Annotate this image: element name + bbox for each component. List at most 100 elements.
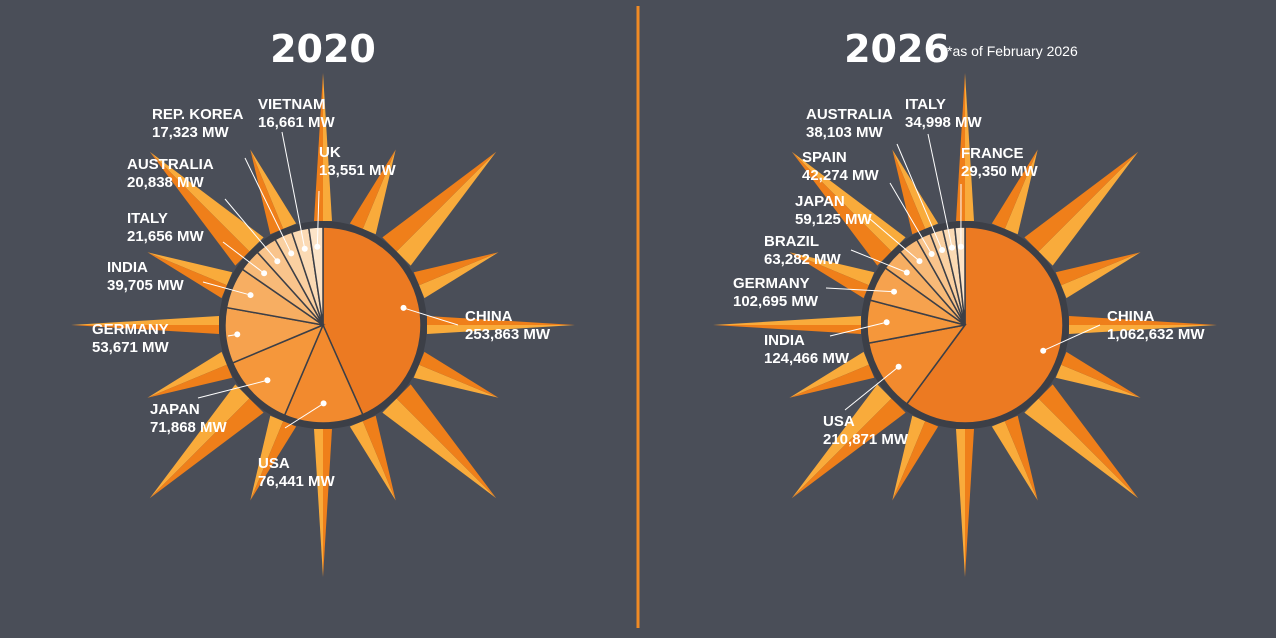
slice-label-name-brazil: BRAZIL (764, 233, 819, 250)
slice-label-value-italy: 21,656 MW (127, 228, 205, 245)
leader-line-usa (284, 402, 324, 429)
sun-ray-shade (892, 149, 926, 235)
slice-label-value-italy: 34,998 MW (905, 114, 983, 131)
slice-label-value-france: 29,350 MW (961, 163, 1039, 180)
sun-ray-shade (427, 316, 575, 325)
leader-line-india (202, 281, 251, 296)
sun-ray-shade (382, 151, 497, 252)
sun-ray-shade (1055, 252, 1141, 286)
sun-ray (382, 398, 497, 499)
sun-ray (789, 351, 869, 398)
leader-dot-india (883, 319, 890, 326)
slice-label-value-china: 253,863 MW (465, 326, 551, 343)
sun-ray (419, 252, 499, 299)
leader-dot-france (957, 243, 964, 250)
leader-dot-brazil (903, 269, 910, 276)
leader-dot-china (1040, 347, 1047, 354)
sun-ray-shade (791, 398, 906, 499)
slice-label-value-australia: 38,103 MW (806, 124, 884, 141)
leader-dot-japan (916, 258, 923, 265)
sun-ray (789, 252, 875, 286)
pie-slices (224, 226, 422, 424)
leader-dot-germany (234, 331, 241, 338)
leader-line-spain (889, 182, 933, 255)
slice-label-name-italy: ITALY (127, 210, 168, 227)
pie-slices (866, 226, 1064, 424)
sun-ray-shade (956, 73, 965, 221)
pie-slice-france (953, 226, 966, 326)
chart-note-2026: *as of February 2026 (947, 43, 1078, 59)
sun-ray (1038, 151, 1139, 266)
sun-ray (413, 364, 499, 398)
sun-ray-shade (991, 149, 1038, 229)
leader-dot-usa (320, 400, 327, 407)
slice-label-value-uk: 13,551 MW (319, 162, 397, 179)
pie-slice-usa (283, 323, 364, 424)
chart-title-2026: 2026 (844, 27, 950, 71)
slice-label-name-vietnam: VIETNAM (258, 96, 326, 113)
sun-ray-shade (323, 429, 332, 577)
sun-ray-shade (1061, 351, 1141, 398)
slice-label-name-china: CHINA (465, 308, 513, 325)
slice-label-name-usa: USA (258, 455, 290, 472)
sun-ray-shade (396, 384, 497, 499)
leader-line-china (403, 307, 459, 326)
sun-ray (965, 73, 974, 221)
pie-slice-uk (307, 226, 324, 326)
sun-ray-shade (71, 325, 219, 334)
leader-line-australia (896, 143, 943, 251)
slice-label-value-usa: 210,871 MW (823, 431, 909, 448)
slice-label-value-india: 124,466 MW (764, 350, 850, 367)
sun-rays (713, 73, 1217, 577)
sun-ray (1024, 398, 1139, 499)
leader-dot-italy (949, 244, 956, 251)
sun-ray (892, 149, 939, 229)
slice-label-value-india: 39,705 MW (107, 277, 185, 294)
sun-ray-shade (349, 149, 396, 229)
sun-ray (362, 149, 396, 235)
sun-ray (314, 429, 323, 577)
leader-line-australia (224, 198, 278, 262)
leader-dot-japan (264, 377, 271, 384)
slice-label-name-india: INDIA (107, 259, 148, 276)
leader-line-brazil (850, 249, 907, 273)
sun-ray (349, 421, 396, 501)
sun-ray (323, 73, 332, 221)
slice-label-value-brazil: 63,282 MW (764, 251, 842, 268)
sun-ray-shade (314, 73, 323, 221)
sun-ray-shade (149, 151, 250, 266)
leader-line-india (829, 321, 887, 337)
sun-ray (1069, 325, 1217, 334)
leader-dot-vietnam (301, 245, 308, 252)
sun-ray-shade (965, 429, 974, 577)
sun-ray-shade (791, 151, 892, 266)
leader-line-uk (316, 190, 320, 247)
sun-rays (71, 73, 575, 577)
sun-ray (396, 151, 497, 266)
slice-label-value-australia: 20,838 MW (127, 174, 205, 191)
sun-ray-shade (250, 421, 297, 501)
sun-ray-shade (1038, 384, 1139, 499)
sun-ray-shade (1069, 316, 1217, 325)
slice-label-name-australia: AUSTRALIA (127, 156, 214, 173)
slice-label-value-germany: 102,695 MW (733, 293, 819, 310)
sun-ray (149, 384, 250, 499)
sun-ray-shade (250, 149, 284, 235)
sun-ray (791, 151, 906, 252)
leader-line-italy (927, 133, 953, 248)
sun-ray-shade (362, 415, 396, 501)
pie-slice-usa (867, 323, 967, 405)
leader-dot-italy (261, 270, 268, 277)
slice-label-name-japan: JAPAN (150, 401, 200, 418)
pie-slice-china (905, 226, 1064, 424)
leader-dot-australia (274, 258, 281, 265)
slice-label-name-india: INDIA (764, 332, 805, 349)
sun-ray (956, 429, 965, 577)
leader-dot-spain (928, 251, 935, 258)
slice-label-value-usa: 76,441 MW (258, 473, 336, 490)
slice-label-value-japan: 59,125 MW (795, 211, 873, 228)
sun-ray-shade (147, 364, 233, 398)
slice-label-value-spain: 42,274 MW (802, 167, 880, 184)
